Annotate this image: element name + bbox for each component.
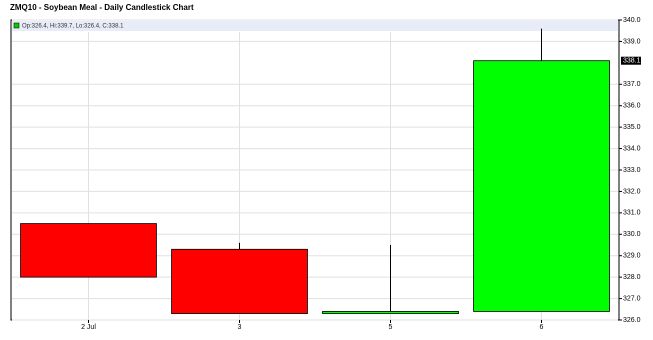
legend-text: Op:326.4, Hi:339.7, Lo:326.4, C:338.1 [22,24,124,30]
last-price-label: 338.1 [623,58,641,65]
x-tick-label: 3 [238,324,242,331]
x-tick-label: 6 [540,324,544,331]
chart-title: ZMQ10 - Soybean Meal - Daily Candlestick… [10,3,194,12]
x-tick-label: 5 [389,324,393,331]
y-tick-label: 330.0 [623,231,641,238]
legend-strip [12,21,618,31]
legend-swatch [13,22,20,29]
y-tick-label: 329.0 [623,253,641,260]
y-tick-label: 334.0 [623,145,641,152]
candle-body [473,60,610,312]
candle-body [322,311,459,314]
last-price-box [621,56,641,65]
y-tick-label: 340.0 [623,17,641,24]
y-tick-label: 335.0 [623,124,641,131]
y-tick-label: 336.0 [623,103,641,110]
y-tick-label: 333.0 [623,167,641,174]
y-tick-label: 332.0 [623,188,641,195]
y-tick-label: 337.0 [623,81,641,88]
y-tick-label: 326.0 [623,317,641,324]
y-tick-label: 331.0 [623,210,641,217]
y-tick-label: 327.0 [623,295,641,302]
candle-body [171,248,308,314]
y-tick-label: 328.0 [623,274,641,281]
x-tick-label: 2 Jul [81,324,96,331]
y-tick-label: 339.0 [623,38,641,45]
candle-body [20,223,157,278]
